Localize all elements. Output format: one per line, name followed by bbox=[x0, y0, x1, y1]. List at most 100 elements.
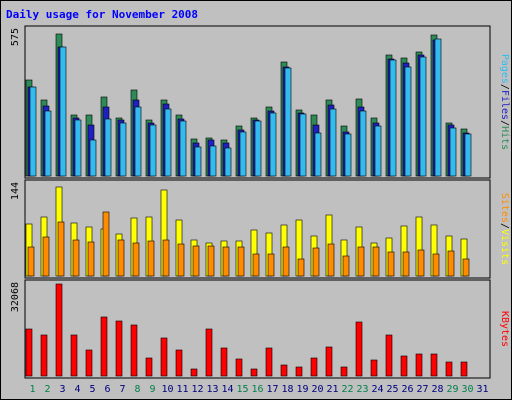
series-sites bbox=[27, 211, 470, 277]
bar-kbytes-day-29 bbox=[445, 361, 453, 377]
bar-kbytes-day-14 bbox=[220, 347, 228, 377]
bar-pages-day-29 bbox=[449, 127, 457, 177]
day-label-6: 6 bbox=[104, 384, 110, 395]
bar-sites-day-11 bbox=[177, 243, 185, 277]
chart-title: Daily usage for November 2008 bbox=[6, 8, 198, 21]
bar-kbytes-day-10 bbox=[160, 337, 168, 377]
bar-sites-day-20 bbox=[312, 247, 320, 277]
bar-kbytes-day-20 bbox=[310, 357, 318, 377]
bar-sites-day-6 bbox=[102, 211, 110, 277]
bar-pages-day-15 bbox=[239, 131, 247, 177]
bar-pages-day-2 bbox=[44, 110, 52, 177]
day-label-15: 15 bbox=[236, 384, 248, 395]
day-label-9: 9 bbox=[149, 384, 155, 395]
bar-pages-day-18 bbox=[284, 67, 292, 177]
day-label-29: 29 bbox=[446, 384, 458, 395]
bar-sites-day-3 bbox=[57, 221, 65, 277]
series-kbytes bbox=[25, 283, 468, 377]
day-label-14: 14 bbox=[221, 384, 233, 395]
bar-kbytes-day-2 bbox=[40, 334, 48, 377]
bar-kbytes-day-28 bbox=[430, 353, 438, 377]
bar-kbytes-day-21 bbox=[325, 346, 333, 377]
day-label-4: 4 bbox=[74, 384, 80, 395]
day-label-26: 26 bbox=[401, 384, 413, 395]
day-label-11: 11 bbox=[176, 384, 188, 395]
day-label-24: 24 bbox=[371, 384, 383, 395]
bar-sites-day-12 bbox=[192, 245, 200, 277]
legend-sites: Sites bbox=[499, 193, 510, 223]
day-label-2: 2 bbox=[44, 384, 50, 395]
legend-hits: Hits bbox=[499, 126, 510, 150]
bar-pages-day-4 bbox=[74, 119, 82, 177]
bar-kbytes-day-18 bbox=[280, 364, 288, 377]
bar-kbytes-day-19 bbox=[295, 366, 303, 377]
bar-sites-day-4 bbox=[72, 239, 80, 277]
bar-sites-day-9 bbox=[147, 240, 155, 277]
day-label-3: 3 bbox=[59, 384, 65, 395]
panel-max-label: 575 bbox=[10, 28, 21, 46]
bar-kbytes-day-11 bbox=[175, 349, 183, 377]
day-label-31: 31 bbox=[476, 384, 488, 395]
bar-kbytes-day-24 bbox=[370, 359, 378, 377]
bar-pages-day-8 bbox=[134, 106, 142, 177]
bar-kbytes-day-13 bbox=[205, 328, 213, 377]
bar-pages-day-13 bbox=[209, 145, 217, 177]
bar-pages-day-30 bbox=[464, 133, 472, 177]
panel-legend: KBytes bbox=[499, 311, 510, 347]
day-label-27: 27 bbox=[416, 384, 428, 395]
day-label-22: 22 bbox=[341, 384, 353, 395]
bar-sites-day-24 bbox=[372, 246, 380, 277]
day-label-18: 18 bbox=[281, 384, 293, 395]
bar-sites-day-27 bbox=[417, 249, 425, 277]
bar-pages-day-16 bbox=[254, 120, 262, 177]
bar-pages-day-23 bbox=[359, 110, 367, 177]
bar-kbytes-day-27 bbox=[415, 353, 423, 377]
bar-kbytes-day-15 bbox=[235, 358, 243, 377]
day-label-8: 8 bbox=[134, 384, 140, 395]
bar-kbytes-day-23 bbox=[355, 321, 363, 377]
day-label-20: 20 bbox=[311, 384, 323, 395]
bar-pages-day-20 bbox=[314, 132, 322, 177]
bar-pages-day-12 bbox=[194, 146, 202, 177]
bar-pages-day-21 bbox=[329, 108, 337, 177]
bar-sites-day-22 bbox=[342, 255, 350, 277]
day-label-16: 16 bbox=[251, 384, 263, 395]
legend-separator: / bbox=[499, 84, 510, 90]
bar-kbytes-day-3 bbox=[55, 283, 63, 377]
bar-pages-day-14 bbox=[224, 147, 232, 177]
bar-kbytes-day-22 bbox=[340, 366, 348, 377]
day-labels: 1 2 3 4 5 6 7 8 9 10 11 12 13 14 15 16 17 18 19 20 21 22 23 24 2… bbox=[29, 384, 488, 395]
bar-kbytes-day-16 bbox=[250, 368, 258, 377]
day-label-7: 7 bbox=[119, 384, 125, 395]
day-label-19: 19 bbox=[296, 384, 308, 395]
bar-pages-day-17 bbox=[269, 112, 277, 177]
bar-sites-day-19 bbox=[297, 258, 305, 277]
bar-pages-day-10 bbox=[164, 108, 172, 177]
bar-kbytes-day-4 bbox=[70, 334, 78, 377]
bar-sites-day-7 bbox=[117, 239, 125, 277]
bar-kbytes-day-9 bbox=[145, 357, 153, 377]
bar-sites-day-25 bbox=[387, 251, 395, 277]
bar-sites-day-28 bbox=[432, 253, 440, 277]
bar-kbytes-day-5 bbox=[85, 349, 93, 377]
day-label-1: 1 bbox=[29, 384, 35, 395]
bar-sites-day-13 bbox=[207, 245, 215, 277]
legend-kbytes: KBytes bbox=[499, 311, 510, 347]
bar-sites-day-18 bbox=[282, 246, 290, 277]
bar-sites-day-23 bbox=[357, 246, 365, 277]
bar-pages-day-19 bbox=[299, 113, 307, 177]
bar-kbytes-day-6 bbox=[100, 316, 108, 377]
bar-sites-day-30 bbox=[462, 258, 470, 277]
day-label-21: 21 bbox=[326, 384, 338, 395]
bar-kbytes-day-26 bbox=[400, 355, 408, 377]
legend-separator: / bbox=[499, 120, 510, 126]
bar-sites-day-2 bbox=[42, 236, 50, 277]
series-pages bbox=[29, 38, 472, 177]
panel-max-label: 144 bbox=[10, 182, 21, 200]
day-label-25: 25 bbox=[386, 384, 398, 395]
bar-pages-day-11 bbox=[179, 120, 187, 177]
bar-sites-day-29 bbox=[447, 250, 455, 277]
bar-kbytes-day-8 bbox=[130, 324, 138, 377]
